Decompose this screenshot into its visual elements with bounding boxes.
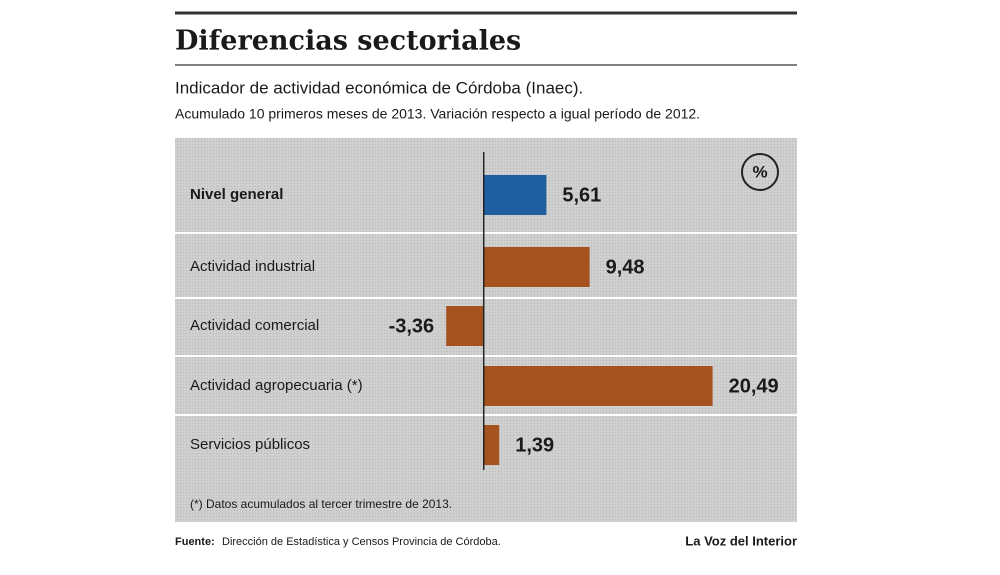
value-label: 20,49 <box>729 375 779 397</box>
chart-title: Diferencias sectoriales <box>175 26 521 57</box>
unit: % <box>752 162 767 181</box>
unit-badge <box>741 153 779 191</box>
category-label: Actividad comercial <box>190 317 319 334</box>
bar <box>483 425 500 465</box>
bar <box>446 306 484 346</box>
value-label: -3,36 <box>389 315 435 337</box>
publisher: La Voz del Interior <box>685 533 797 548</box>
bar <box>483 175 547 215</box>
value-label: 9,48 <box>606 256 645 278</box>
value-label: 1,39 <box>515 434 554 456</box>
source: Dirección de Estadística y Censos Provin… <box>222 536 501 548</box>
category-label: Actividad agropecuaria (*) <box>190 377 363 394</box>
note: (*) Datos acumulados al tercer trimestre… <box>190 497 452 511</box>
category-label: Nivel general <box>190 186 283 203</box>
category-label: Servicios públicos <box>190 436 310 453</box>
category-label: Actividad industrial <box>190 258 315 275</box>
subtitle: Acumulado 10 primeros meses de 2013. Var… <box>175 106 700 122</box>
bar <box>483 247 590 287</box>
subtitle: Indicador de actividad económica de Córd… <box>175 78 583 97</box>
source-label: Fuente: <box>175 536 215 548</box>
bar <box>483 366 713 406</box>
value-label: 5,61 <box>562 184 601 206</box>
